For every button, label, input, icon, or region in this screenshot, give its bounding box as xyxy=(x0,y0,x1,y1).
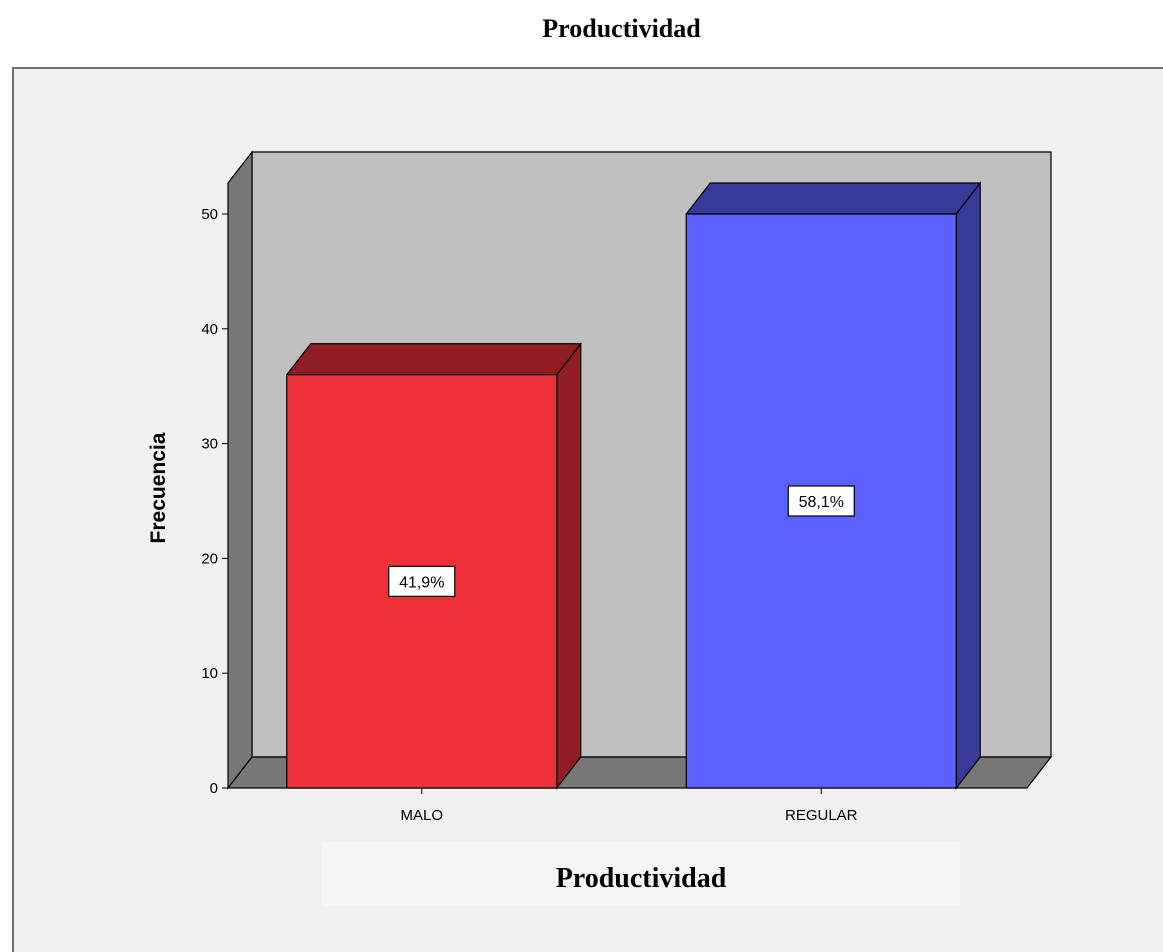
y-tick-label: 50 xyxy=(201,206,218,223)
bar-side xyxy=(955,181,981,790)
data-label: 41,9% xyxy=(399,574,444,591)
x-tick-label: MALO xyxy=(400,807,443,824)
x-axis-title-box xyxy=(322,842,960,906)
y-axis: 0 10 20 30 40 50 xyxy=(201,206,229,797)
y-tick-label: 0 xyxy=(210,780,218,797)
y-tick-label: 30 xyxy=(201,436,218,453)
labels: MALO 41,9% REGULAR 58,1% xyxy=(388,485,858,824)
y-tick-label: 40 xyxy=(201,321,218,338)
side-wall xyxy=(227,150,253,790)
data-label: 58,1% xyxy=(799,494,844,511)
bars xyxy=(285,181,982,790)
bar-top xyxy=(685,182,982,215)
y-tick-label: 10 xyxy=(201,665,218,682)
x-axis-title: Productividad xyxy=(556,863,727,894)
y-tick-label: 20 xyxy=(201,550,218,567)
bar-side xyxy=(556,341,582,790)
data-label-box xyxy=(787,485,855,517)
x-tick-label: REGULAR xyxy=(785,807,858,824)
bar-top xyxy=(285,343,582,376)
chart-title: Productividad xyxy=(542,14,701,43)
y-axis-title: Frecuencia xyxy=(147,432,170,543)
data-label-box xyxy=(388,565,456,597)
